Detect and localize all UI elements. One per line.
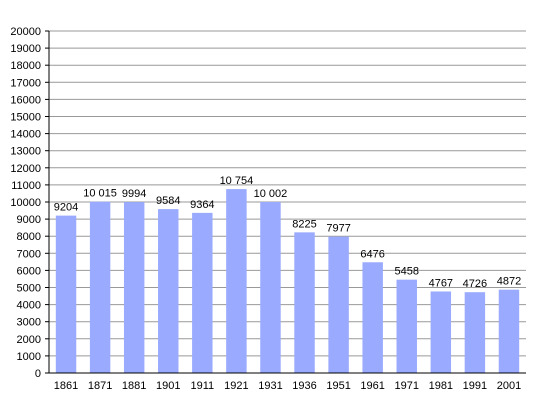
y-tick-label: 2000 (17, 334, 41, 346)
x-tick-label: 1931 (258, 380, 282, 392)
data-label: 10 754 (220, 175, 254, 187)
y-tick-label: 3000 (17, 317, 41, 329)
data-label: 10 015 (83, 188, 117, 200)
data-label: 5458 (395, 266, 419, 278)
y-tick-label: 18000 (10, 60, 41, 72)
y-tick-label: 4000 (17, 300, 41, 312)
data-label: 9584 (156, 195, 180, 207)
y-tick-label: 6000 (17, 265, 41, 277)
x-tick-label: 1901 (156, 380, 180, 392)
x-tick-label: 2001 (497, 380, 521, 392)
bar (55, 215, 77, 373)
data-label: 4726 (463, 278, 487, 290)
y-tick-label: 14000 (10, 129, 41, 141)
data-label: 7977 (326, 223, 350, 235)
y-tick-label: 5000 (17, 283, 41, 295)
bar (328, 236, 349, 373)
bar (158, 209, 179, 373)
y-tick-label: 20000 (10, 26, 41, 38)
x-tick-label: 1871 (88, 380, 112, 392)
bar (123, 202, 145, 373)
x-tick-label: 1911 (190, 380, 214, 392)
data-label: 10 002 (254, 188, 288, 200)
y-axis-tick-labels: 0 1000 2000 3000 4000 5000 6000 7000 8000 9000 100… (10, 26, 41, 380)
data-label: 8225 (292, 218, 316, 230)
x-tick-label: 1921 (224, 380, 248, 392)
bars (55, 189, 520, 373)
bar (226, 189, 247, 373)
y-tick-label: 13000 (10, 146, 41, 158)
bar (396, 279, 417, 373)
data-label: 6476 (360, 248, 384, 260)
y-tick-label: 11000 (11, 180, 41, 192)
x-tick-label: 1881 (122, 380, 146, 392)
y-tick-label: 17000 (10, 77, 41, 89)
y-tick-label: 16000 (10, 94, 41, 106)
bar (498, 289, 520, 373)
y-tick-label: 15000 (10, 112, 41, 124)
bar (192, 212, 213, 373)
x-tick-label: 1936 (292, 380, 316, 392)
y-tick-label: 12000 (10, 163, 41, 175)
gridlines (45, 30, 526, 374)
y-tick-label: 10000 (10, 197, 41, 209)
y-tick-label: 1000 (17, 351, 41, 363)
x-tick-label: 1861 (54, 380, 78, 392)
bar (464, 292, 486, 373)
bar (260, 201, 281, 373)
data-label: 9204 (54, 202, 78, 214)
bar (362, 262, 383, 373)
x-tick-label: 1981 (429, 380, 453, 392)
x-tick-label: 1961 (360, 380, 384, 392)
x-tick-label: 1971 (395, 380, 419, 392)
x-axis-tick-labels: 1861 1871 1881 1901 1911 1921 1931 1936 1951 1961… (54, 380, 521, 392)
y-tick-label: 19000 (10, 43, 41, 55)
y-tick-label: 0 (35, 368, 41, 380)
y-tick-label: 9000 (17, 214, 41, 226)
bar (294, 232, 315, 373)
x-tick-label: 1991 (463, 380, 487, 392)
data-label: 9364 (190, 199, 214, 211)
data-label: 9994 (122, 188, 146, 200)
data-label: 4767 (429, 277, 453, 289)
bar (89, 201, 111, 373)
y-tick-label: 7000 (17, 248, 41, 260)
x-tick-label: 1951 (326, 380, 350, 392)
bar (430, 291, 452, 373)
y-tick-label: 8000 (17, 231, 41, 243)
data-label: 4872 (497, 276, 521, 288)
